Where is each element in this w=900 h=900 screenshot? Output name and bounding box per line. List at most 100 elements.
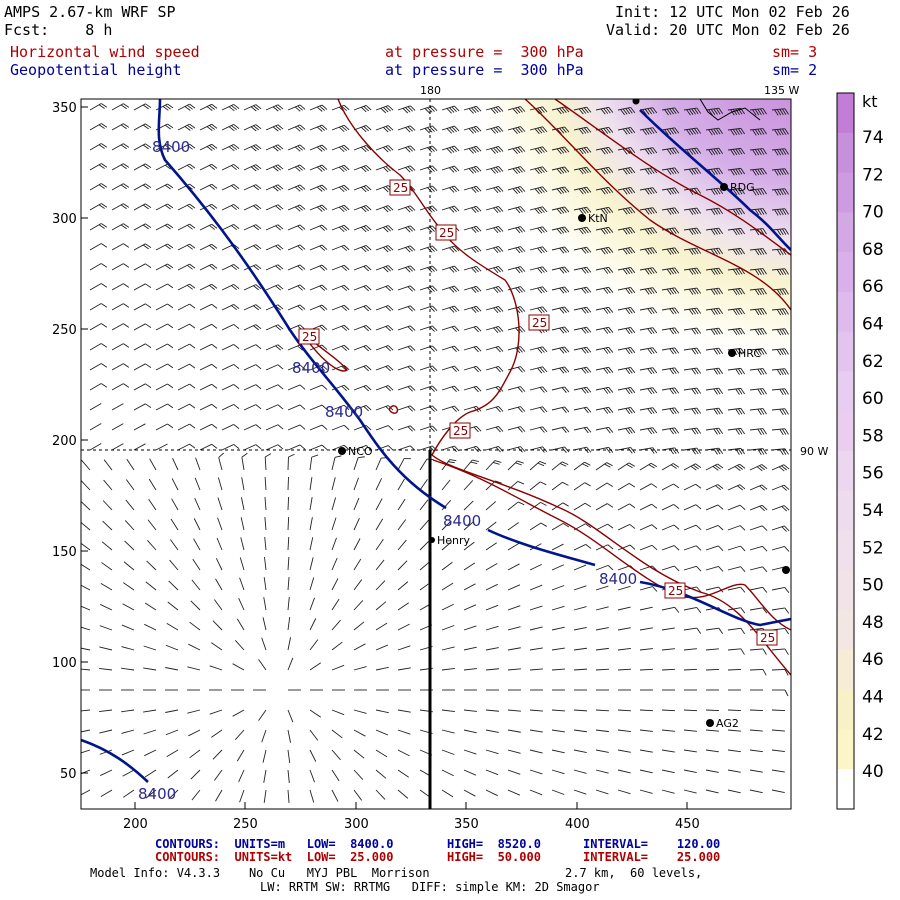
wind-barb — [771, 108, 789, 116]
wind-barb — [133, 183, 152, 191]
wind-barb — [216, 537, 223, 551]
station-marker[interactable] — [782, 566, 790, 574]
wind-barb — [331, 709, 345, 716]
wind-barb — [551, 406, 570, 413]
wind-barb — [234, 729, 245, 740]
wind-barb — [551, 729, 565, 733]
field2-smooth: sm= 2 — [772, 61, 818, 79]
wind-barb — [485, 542, 498, 551]
wind-barb — [265, 344, 284, 351]
wind-barb — [111, 323, 130, 331]
height-contour-labels: 8400 8400 8400 8400 8400 8400 — [138, 138, 637, 803]
wind-barb — [463, 480, 474, 491]
wind-barb — [771, 168, 789, 176]
wind-barb — [309, 424, 328, 431]
wind-barb — [397, 405, 416, 412]
wind-barb — [170, 518, 179, 531]
wind-barb — [353, 125, 372, 133]
wind-barb — [171, 498, 179, 511]
wind-barb — [529, 502, 547, 511]
wind-barb — [463, 265, 482, 273]
wind-barb — [441, 125, 460, 134]
wind-barb — [771, 749, 785, 753]
wind-barb — [771, 709, 786, 711]
wind-barb — [771, 607, 790, 614]
colorbar-swatch — [837, 172, 854, 213]
wind-barb — [485, 501, 497, 511]
wind-barb — [507, 266, 526, 274]
wind-barb — [683, 367, 702, 375]
wind-barb — [287, 516, 290, 531]
wind-barb — [529, 246, 548, 254]
wind-barb — [264, 537, 267, 551]
wind-barb — [353, 789, 363, 801]
wind-barb — [507, 626, 521, 631]
wind-barb — [199, 183, 218, 191]
wind-barb — [639, 347, 658, 355]
wind-barb — [705, 107, 724, 116]
wind-barb — [463, 325, 482, 333]
wind-barb — [573, 749, 587, 754]
wind-barb — [375, 518, 384, 531]
height-label: 8400 — [152, 138, 190, 156]
wind-barb — [221, 304, 240, 311]
station-marker[interactable] — [632, 98, 640, 105]
wind-barb — [573, 386, 592, 394]
wind-barb — [353, 518, 360, 531]
station-nco[interactable]: NCO — [338, 445, 373, 458]
station-ktn[interactable]: KtN — [578, 212, 608, 225]
wind-barb — [236, 749, 245, 762]
wind-barb — [309, 477, 313, 491]
wind-barb — [617, 789, 631, 795]
wind-barb — [144, 623, 157, 631]
wind-barb — [507, 246, 526, 254]
wind-barb — [211, 642, 223, 651]
wind-barb — [81, 480, 91, 491]
wind-barb — [529, 626, 543, 631]
wind-barb — [144, 749, 157, 757]
station-hrc[interactable]: HRC — [728, 347, 761, 360]
station-henry[interactable]: Henry — [429, 534, 471, 547]
wind-barb — [419, 561, 431, 571]
wind-barb — [258, 709, 267, 721]
wind-barb — [771, 484, 790, 491]
wind-barb — [573, 306, 592, 314]
wind-barb — [749, 268, 767, 276]
wind-barb — [573, 606, 587, 611]
wind-barb — [595, 106, 614, 115]
wind-barb — [463, 729, 477, 734]
wind-barb — [595, 627, 609, 631]
wind-barb — [441, 667, 455, 671]
x-tick-label: 250 — [233, 817, 258, 832]
wind-barb — [639, 544, 658, 551]
wind-barb — [353, 456, 365, 471]
meridian-180-label: 180 — [420, 84, 441, 97]
wind-barb — [463, 541, 475, 551]
station-ag2[interactable]: AG2 — [706, 717, 739, 730]
wind-barb — [661, 606, 680, 613]
wind-barb — [146, 560, 157, 571]
wind-barb — [419, 325, 438, 332]
wind-barb — [705, 566, 724, 572]
wind-barb — [705, 407, 724, 415]
wind-barb — [441, 305, 460, 313]
wind-barb — [507, 501, 525, 511]
wind-barb — [507, 789, 521, 796]
svg-text:AG2: AG2 — [716, 717, 739, 730]
wind-barb — [551, 106, 570, 115]
wind-barb — [749, 749, 763, 753]
wind-barb — [309, 124, 328, 132]
wind-barb — [221, 364, 240, 371]
wind-barb — [217, 477, 223, 491]
wind-barb — [727, 147, 746, 156]
wind-barb — [661, 524, 680, 531]
wind-barb — [595, 346, 614, 354]
station-rdg[interactable]: RDG — [720, 181, 755, 194]
wind-barb — [375, 245, 394, 253]
wind-barb — [529, 481, 547, 491]
wind-barb — [243, 224, 262, 231]
wind-barb — [331, 497, 337, 511]
wind-barb — [485, 186, 504, 194]
wind-barb — [375, 125, 394, 133]
footer-contour1-interval: INTERVAL= 120.00 — [583, 837, 721, 851]
